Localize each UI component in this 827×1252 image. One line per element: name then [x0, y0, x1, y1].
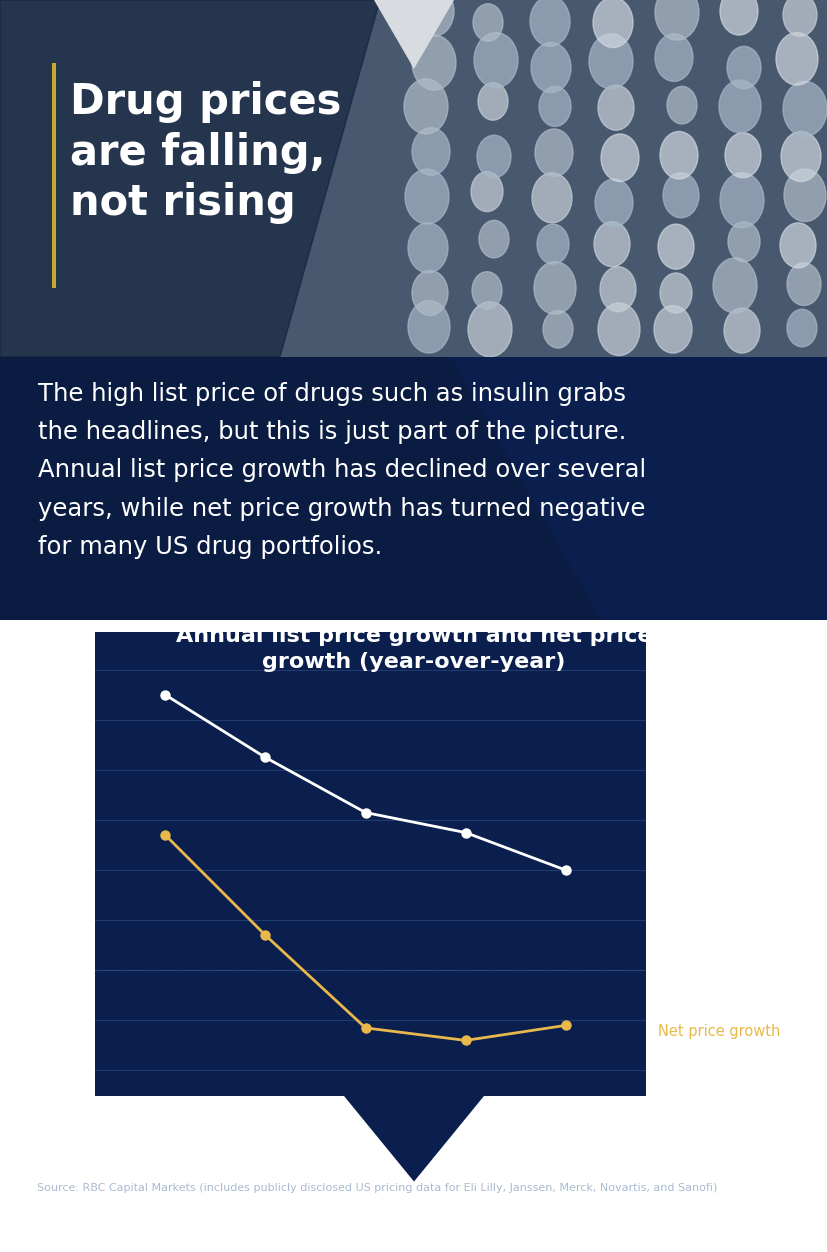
Circle shape	[412, 35, 456, 90]
Circle shape	[471, 272, 501, 309]
Circle shape	[593, 222, 629, 267]
Circle shape	[543, 310, 572, 348]
Text: Net price growth: Net price growth	[657, 1024, 780, 1039]
Circle shape	[479, 220, 509, 258]
Circle shape	[775, 33, 817, 85]
Circle shape	[414, 0, 453, 36]
Circle shape	[408, 223, 447, 273]
Circle shape	[404, 79, 447, 134]
Polygon shape	[374, 0, 453, 69]
Circle shape	[727, 222, 759, 262]
Circle shape	[782, 0, 816, 36]
Circle shape	[662, 173, 698, 218]
Text: Drug prices
are falling,
not rising: Drug prices are falling, not rising	[70, 81, 341, 224]
Circle shape	[592, 0, 632, 48]
Circle shape	[654, 34, 692, 81]
Circle shape	[719, 0, 757, 35]
Circle shape	[724, 133, 760, 178]
Circle shape	[471, 172, 502, 212]
Circle shape	[476, 135, 510, 178]
Circle shape	[595, 179, 632, 227]
Circle shape	[597, 303, 639, 356]
Circle shape	[726, 46, 760, 89]
Polygon shape	[0, 357, 600, 620]
Circle shape	[712, 258, 756, 313]
Circle shape	[718, 80, 760, 133]
Circle shape	[537, 224, 568, 264]
Text: Annual list price growth and net price
growth (year-over-year): Annual list price growth and net price g…	[175, 626, 652, 672]
Circle shape	[653, 305, 691, 353]
Circle shape	[467, 302, 511, 357]
Circle shape	[657, 224, 693, 269]
Text: The high list price of drugs such as insulin grabs
the headlines, but this is ju: The high list price of drugs such as ins…	[38, 382, 645, 558]
Circle shape	[779, 223, 815, 268]
Circle shape	[600, 267, 635, 312]
Circle shape	[786, 309, 816, 347]
Polygon shape	[343, 1096, 484, 1182]
Circle shape	[529, 0, 569, 46]
Circle shape	[472, 4, 502, 41]
Circle shape	[600, 134, 638, 182]
Text: List price growth: List price growth	[657, 856, 780, 871]
Circle shape	[473, 33, 518, 88]
Circle shape	[719, 173, 763, 228]
Circle shape	[659, 131, 697, 179]
Circle shape	[588, 34, 632, 89]
Text: Source: RBC Capital Markets (includes publicly disclosed US pricing data for Eli: Source: RBC Capital Markets (includes pu…	[37, 1183, 717, 1193]
Circle shape	[532, 173, 571, 223]
Circle shape	[780, 131, 820, 182]
Circle shape	[786, 263, 820, 305]
Circle shape	[477, 83, 508, 120]
Circle shape	[659, 273, 691, 313]
Bar	[52, 63, 56, 288]
Polygon shape	[0, 0, 380, 357]
Circle shape	[723, 308, 759, 353]
Circle shape	[534, 129, 572, 177]
Circle shape	[533, 262, 576, 314]
Circle shape	[412, 128, 449, 175]
Circle shape	[782, 81, 826, 136]
Circle shape	[408, 300, 449, 353]
Circle shape	[783, 169, 825, 222]
Circle shape	[530, 43, 571, 93]
Circle shape	[597, 85, 633, 130]
Circle shape	[412, 270, 447, 316]
Circle shape	[404, 169, 448, 224]
Circle shape	[538, 86, 571, 126]
Circle shape	[667, 86, 696, 124]
Circle shape	[654, 0, 698, 40]
